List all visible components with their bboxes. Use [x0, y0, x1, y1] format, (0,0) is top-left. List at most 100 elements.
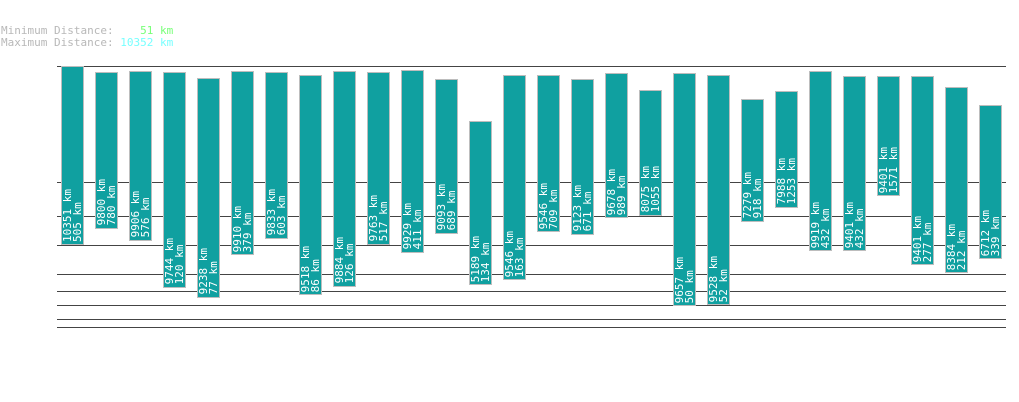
distance-bar: 9528 km 52 km	[707, 74, 730, 306]
bar-label: 5189 km 134 km	[469, 236, 492, 283]
distance-bar: 9518 km 86 km	[299, 74, 322, 296]
min-value-label: 780 km	[105, 185, 118, 226]
bar-label: 6712 km 339 km	[979, 210, 1002, 257]
bar-label: 9919 km 432 km	[809, 202, 832, 248]
bar-label: 9546 km 163 km	[503, 231, 526, 278]
min-value-label: 1055 km	[649, 166, 662, 213]
min-value-label: 277 km	[921, 222, 934, 263]
bar-label: 9906 km 576 km	[129, 191, 152, 238]
min-value-label: 126 km	[343, 243, 356, 284]
min-value-label: 505 km	[71, 202, 84, 243]
min-value-label: 517 km	[377, 201, 390, 242]
distance-bar: 9401 km 1571 km	[877, 76, 900, 197]
min-value-label: 212 km	[955, 230, 968, 271]
distance-bar: 9884 km 126 km	[333, 70, 356, 287]
min-value-label: 1253 km	[785, 158, 798, 205]
gridline	[57, 245, 1006, 246]
distance-bar: 8384 km 212 km	[945, 86, 968, 274]
bar-label: 9528 km 52 km	[707, 256, 730, 303]
bar-label: 9657 km 50 km	[673, 257, 696, 303]
distance-bar: 9123 km 671 km	[571, 79, 594, 235]
bar-label: 9401 km 1571 km	[877, 147, 900, 194]
bar-label: 8384 km 212 km	[945, 224, 968, 271]
min-value-label: 134 km	[479, 242, 492, 283]
bar-label: 9929 km 411 km	[401, 203, 424, 250]
distance-bar: 9401 km 277 km	[911, 76, 934, 266]
min-value-label: 50 km	[683, 269, 696, 303]
distance-bar: 9401 km 432 km	[843, 76, 866, 251]
bar-label: 9518 km 86 km	[299, 246, 322, 293]
bar-label: 7279 km 918 km	[741, 172, 764, 219]
min-value-label: 432 km	[853, 208, 866, 248]
min-value-label: 671 km	[581, 191, 594, 232]
min-value-label: 339 km	[989, 216, 1002, 257]
min-value-label: 432 km	[819, 208, 832, 248]
min-value-label: 989 km	[615, 175, 628, 216]
distance-bar: 5189 km 134 km	[469, 120, 492, 286]
distance-bar: 9910 km 379 km	[231, 70, 254, 256]
gridline	[57, 274, 1006, 275]
distance-bar: 8075 km 1055 km	[639, 90, 662, 216]
bar-label: 9401 km 432 km	[843, 202, 866, 248]
distance-bar: 6712 km 339 km	[979, 104, 1002, 260]
distance-bar: 9744 km 120 km	[163, 72, 186, 288]
distance-bar: 9906 km 576 km	[129, 70, 152, 241]
distance-bar: 7988 km 1253 km	[775, 91, 798, 208]
gridline	[57, 66, 1006, 67]
bar-label: 9238 km 77 km	[197, 248, 220, 295]
distance-bar: 9800 km 780 km	[95, 71, 118, 229]
min-value-label: 1571 km	[887, 147, 900, 194]
bar-label: 7988 km 1253 km	[775, 158, 798, 205]
bar-label: 9093 km 689 km	[435, 184, 458, 231]
distance-bar: 9919 km 432 km	[809, 70, 832, 251]
min-value-label: 77 km	[207, 261, 220, 295]
distance-bar: 9546 km 163 km	[503, 74, 526, 281]
bar-label: 9763 km 517 km	[367, 195, 390, 242]
bar-label: 9401 km 277 km	[911, 216, 934, 263]
bar-label: 9546 km 709 km	[537, 183, 560, 230]
min-value-label: 86 km	[309, 259, 322, 293]
max-distance-value: 10352 km	[120, 36, 174, 49]
bar-label: 10351 km 505 km	[61, 189, 84, 243]
gridline	[57, 319, 1006, 320]
min-value-label: 379 km	[241, 212, 254, 253]
gridline	[57, 305, 1006, 306]
bar-label: 8075 km 1055 km	[639, 166, 662, 213]
bar-label: 9123 km 671 km	[571, 185, 594, 232]
gridline	[57, 291, 1006, 292]
distance-bar: 9678 km 989 km	[605, 73, 628, 219]
bar-label: 9910 km 379 km	[231, 206, 254, 253]
distance-bar: 9929 km 411 km	[401, 70, 424, 253]
distance-bar: 7279 km 918 km	[741, 98, 764, 222]
gridline	[57, 216, 1006, 217]
max-distance-label: Maximum Distance:	[1, 36, 114, 49]
gridline	[57, 327, 1006, 328]
min-value-label: 918 km	[751, 178, 764, 219]
bar-label: 9800 km 780 km	[95, 179, 118, 226]
bar-label: 9744 km 120 km	[163, 238, 186, 285]
min-value-label: 709 km	[547, 189, 560, 230]
bar-label: 9833 km 603 km	[265, 189, 288, 236]
bar-label: 9678 km 989 km	[605, 169, 628, 216]
min-value-label: 120 km	[173, 244, 186, 285]
gridline	[57, 182, 1006, 183]
min-distance-value: 51 km	[140, 24, 174, 37]
distance-bar: 9657 km 50 km	[673, 73, 696, 306]
max-distance-row: Maximum Distance: 10352 km	[1, 37, 173, 49]
min-value-label: 163 km	[513, 237, 526, 278]
min-value-label: 689 km	[445, 190, 458, 231]
bar-label: 9884 km 126 km	[333, 237, 356, 284]
min-value-label: 576 km	[139, 197, 152, 238]
distance-bar: 10351 km 505 km	[61, 66, 84, 246]
distance-bar: 9238 km 77 km	[197, 77, 220, 298]
distance-bar: 9546 km 709 km	[537, 74, 560, 233]
distance-bar: 9763 km 517 km	[367, 72, 390, 245]
min-distance-row: Minimum Distance: 51 km	[1, 25, 173, 37]
min-value-label: 52 km	[717, 269, 730, 303]
min-value-label: 603 km	[275, 196, 288, 236]
distance-bar: 9093 km 689 km	[435, 79, 458, 234]
min-value-label: 411 km	[411, 209, 424, 250]
distance-bar: 9833 km 603 km	[265, 71, 288, 239]
min-distance-label: Minimum Distance:	[1, 24, 114, 37]
